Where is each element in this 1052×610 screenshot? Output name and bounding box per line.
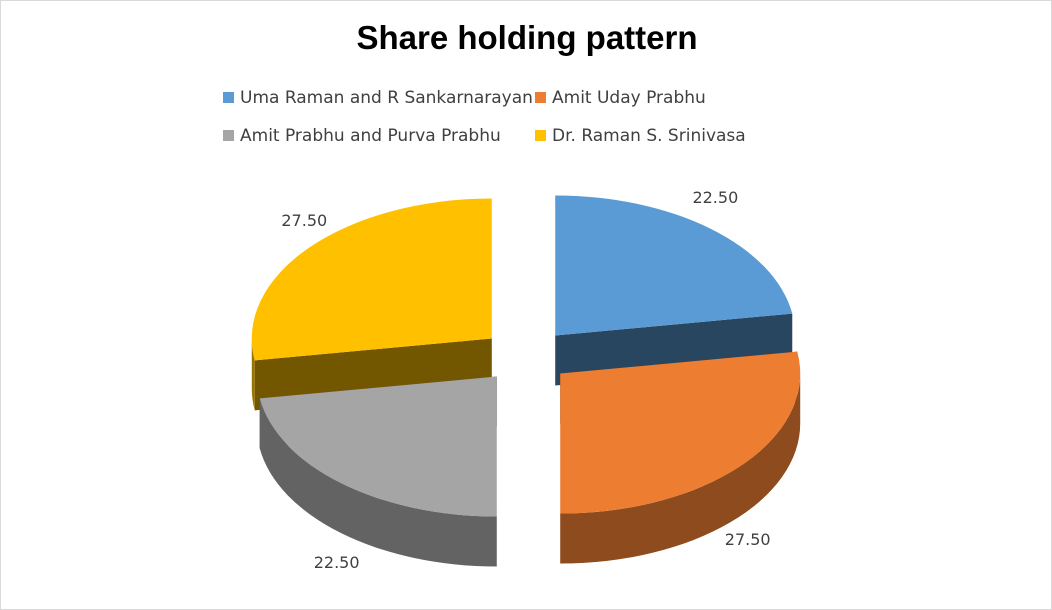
slice-1-outer-wall-0 (560, 373, 801, 564)
legend-swatch (535, 130, 546, 141)
legend-label: Uma Raman and R Sankarnarayan (240, 88, 533, 108)
legend-swatch (535, 92, 546, 103)
data-label-2: 22.50 (314, 553, 360, 572)
slice-2-outer-wall-0 (259, 398, 497, 567)
slice-2-top (259, 376, 497, 517)
data-label-3: 27.50 (281, 211, 327, 230)
data-label-1: 27.50 (725, 530, 771, 549)
legend-item-amit-purva-prabhu: Amit Prabhu and Purva Prabhu (223, 126, 501, 146)
legend-swatch (223, 130, 234, 141)
slice-3-top (251, 198, 492, 361)
pie-labels-layer: 22.50 27.50 22.50 27.50 (281, 188, 770, 572)
legend-item-raman-srinivasa: Dr. Raman S. Srinivasa (535, 126, 746, 146)
legend-swatch (223, 92, 234, 103)
pie-tops-layer (251, 195, 801, 517)
slice-0-top (555, 195, 793, 336)
legend-label: Amit Prabhu and Purva Prabhu (240, 126, 501, 146)
legend-label: Dr. Raman S. Srinivasa (552, 126, 746, 146)
slice-3-outer-wall-0 (251, 338, 255, 411)
legend-item-uma-raman: Uma Raman and R Sankarnarayan (223, 88, 533, 108)
data-label-0: 22.50 (692, 188, 738, 207)
legend-item-amit-uday-prabhu: Amit Uday Prabhu (535, 88, 706, 108)
slice-1-top (560, 351, 801, 514)
chart-title: Share holding pattern (356, 19, 698, 56)
legend-label: Amit Uday Prabhu (552, 88, 706, 108)
